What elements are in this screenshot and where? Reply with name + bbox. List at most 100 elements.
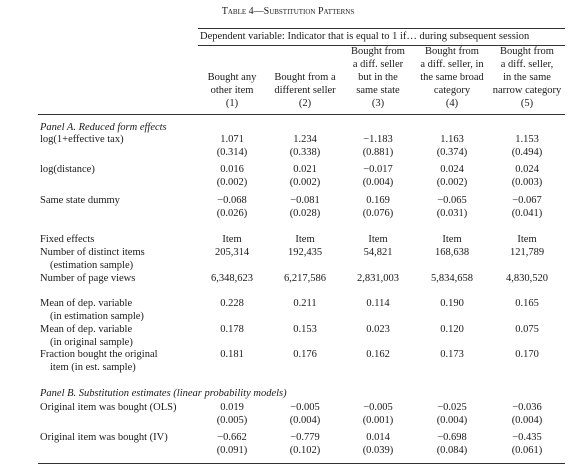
- column-header: category: [433, 85, 471, 96]
- standard-error: (0.039): [362, 445, 394, 456]
- row-label: (estimation sample): [50, 260, 134, 271]
- standard-error: (0.102): [289, 445, 321, 456]
- cell-value: 5,834,658: [431, 273, 473, 284]
- cell-value: −0.005: [290, 402, 320, 413]
- cell-value: Item: [222, 234, 242, 245]
- cell-value: 0.023: [366, 324, 390, 335]
- cell-value: −0.036: [512, 402, 542, 413]
- cell-value: 0.019: [220, 402, 244, 413]
- column-header: but in the: [358, 72, 398, 83]
- row-label: (in estimation sample): [50, 311, 144, 322]
- standard-error: (0.084): [436, 445, 468, 456]
- cell-value: Item: [442, 234, 462, 245]
- row-label: Fraction bought the original: [40, 349, 158, 360]
- standard-error: (0.076): [362, 208, 394, 219]
- standard-error: (0.026): [216, 208, 248, 219]
- column-header: in the same: [503, 72, 551, 83]
- cell-value: −0.065: [437, 195, 467, 206]
- cell-value: −0.017: [363, 164, 393, 175]
- row-label: Same state dummy: [40, 195, 120, 206]
- panel-title: Panel A. Reduced form effects: [40, 122, 167, 133]
- cell-value: 0.114: [366, 298, 390, 309]
- row-label: Original item was bought (OLS): [40, 402, 177, 413]
- column-header: same state: [356, 85, 400, 96]
- cell-value: 6,348,623: [211, 273, 253, 284]
- standard-error: (0.004): [511, 415, 543, 426]
- column-header: a diff. seller, in: [420, 59, 484, 70]
- cell-value: 0.024: [515, 164, 539, 175]
- cell-value: −0.435: [512, 432, 542, 443]
- standard-error: (0.002): [436, 177, 468, 188]
- rule: [198, 28, 565, 29]
- column-header: different seller: [274, 85, 336, 96]
- rule: [198, 45, 565, 46]
- cell-value: 0.228: [220, 298, 244, 309]
- standard-error: (0.061): [511, 445, 543, 456]
- column-header: Bought from: [351, 46, 405, 57]
- row-label: Number of page views: [40, 273, 136, 284]
- cell-value: −0.067: [512, 195, 542, 206]
- row-label: log(distance): [40, 164, 95, 175]
- column-number: (4): [445, 98, 459, 109]
- standard-error: (0.041): [511, 208, 543, 219]
- dependent-variable: Dependent variable: Indicator that is eq…: [200, 31, 530, 42]
- cell-value: 1.163: [440, 134, 464, 145]
- column-header: narrow category: [492, 85, 562, 96]
- standard-error: (0.494): [511, 147, 543, 158]
- cell-value: 0.181: [220, 349, 244, 360]
- row-label: Fixed effects: [40, 234, 95, 245]
- row-label: Mean of dep. variable: [40, 324, 133, 335]
- column-header: a diff. seller: [352, 59, 404, 70]
- cell-value: −0.081: [290, 195, 320, 206]
- standard-error: (0.002): [216, 177, 248, 188]
- standard-error: (0.031): [436, 208, 468, 219]
- row-label: (in original sample): [50, 337, 133, 348]
- standard-error: (0.314): [216, 147, 248, 158]
- cell-value: 0.211: [293, 298, 317, 309]
- cell-value: 0.024: [440, 164, 464, 175]
- rule: [38, 114, 565, 115]
- cell-value: 2,831,003: [357, 273, 399, 284]
- column-header: a diff. seller,: [500, 59, 554, 70]
- cell-value: 0.176: [293, 349, 317, 360]
- standard-error: (0.881): [362, 147, 394, 158]
- cell-value: 0.153: [293, 324, 317, 335]
- standard-error: (0.001): [362, 415, 394, 426]
- cell-value: 205,314: [214, 247, 250, 258]
- cell-value: 0.021: [293, 164, 317, 175]
- cell-value: 0.120: [440, 324, 464, 335]
- cell-value: −0.068: [217, 195, 247, 206]
- cell-value: 0.165: [515, 298, 539, 309]
- column-header: Bought from: [425, 46, 479, 57]
- cell-value: 1.071: [220, 134, 244, 145]
- column-header: other item: [210, 85, 254, 96]
- row-label: log(1+effective tax): [40, 134, 124, 145]
- standard-error: (0.004): [289, 415, 321, 426]
- standard-error: (0.004): [436, 415, 468, 426]
- cell-value: 54,821: [363, 247, 393, 258]
- cell-value: 6,217,586: [284, 273, 326, 284]
- standard-error: (0.374): [436, 147, 468, 158]
- column-number: (1): [225, 98, 239, 109]
- cell-value: −0.698: [437, 432, 467, 443]
- row-label: Mean of dep. variable: [40, 298, 133, 309]
- cell-value: 0.173: [440, 349, 464, 360]
- cell-value: 0.178: [220, 324, 244, 335]
- cell-value: 0.190: [440, 298, 464, 309]
- column-number: (2): [298, 98, 312, 109]
- cell-value: −0.779: [290, 432, 320, 443]
- column-header: the same broad: [420, 72, 484, 83]
- cell-value: 1.234: [293, 134, 317, 145]
- standard-error: (0.028): [289, 208, 321, 219]
- cell-value: Item: [295, 234, 315, 245]
- row-label: item (in est. sample): [50, 362, 136, 373]
- cell-value: 121,789: [509, 247, 545, 258]
- cell-value: 192,435: [287, 247, 323, 258]
- cell-value: 0.016: [220, 164, 244, 175]
- cell-value: 0.075: [515, 324, 539, 335]
- table-title: Table 4—Substitution Patterns: [221, 6, 355, 17]
- cell-value: Item: [517, 234, 537, 245]
- row-label: Original item was bought (IV): [40, 432, 168, 443]
- cell-value: −0.025: [437, 402, 467, 413]
